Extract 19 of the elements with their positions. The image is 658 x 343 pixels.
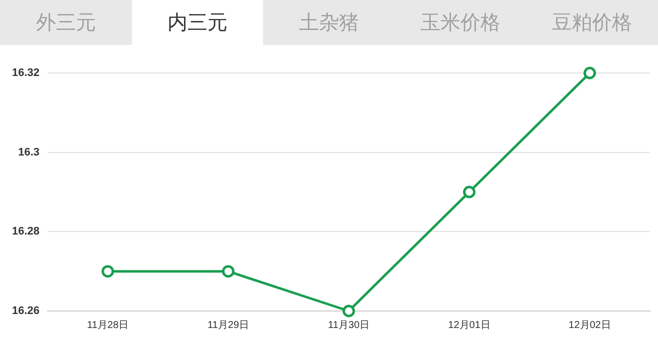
x-tick-label: 11月30日 <box>328 320 370 331</box>
chart-title: 内三元 <box>132 0 264 45</box>
point <box>342 304 356 318</box>
text: 玉米价格 <box>420 9 502 36</box>
x-tick-label: 11月29日 <box>208 320 250 331</box>
y-tick-label: 16.28 <box>12 226 40 238</box>
point <box>463 186 476 198</box>
point <box>584 66 596 80</box>
x-tick-label: 11月28日 <box>87 320 129 331</box>
point <box>102 265 114 278</box>
point <box>222 265 235 278</box>
y-tick-label: 16.26 <box>12 305 40 318</box>
x-tick-label: 12月01日 <box>448 320 490 331</box>
text: 外三元 <box>34 9 97 36</box>
text: 豆粕价格 <box>551 9 634 36</box>
text: 土杂猪 <box>298 9 360 36</box>
y-tick-label: 16.3 <box>18 146 40 158</box>
x-tick-label: 12月02日 <box>568 320 611 331</box>
y-tick-label: 16.32 <box>12 67 40 80</box>
